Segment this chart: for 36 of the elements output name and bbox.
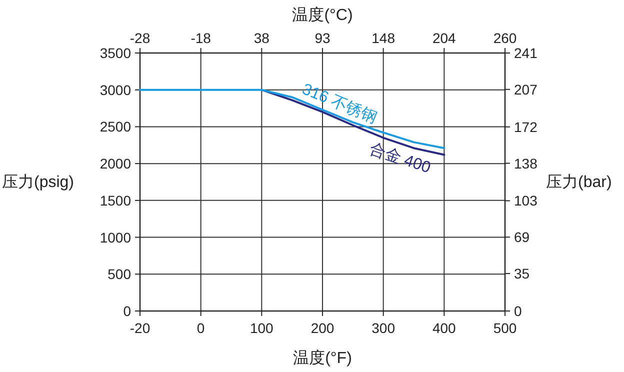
y-tick-label: 3000 [100,82,132,98]
y-tick-label: 1000 [100,229,132,246]
y-tick-label: 2500 [100,118,132,135]
y2-tick-label: 138 [514,155,538,172]
y2-tick-label: 69 [514,229,530,246]
y-tick-label: 1500 [100,192,132,208]
y2-tick-label: 241 [514,45,538,61]
x-tick-label: 0 [196,320,205,336]
x-tick-label: 200 [310,320,334,336]
y-tick-label: 0 [123,303,132,319]
x-tick-label: 100 [250,320,274,336]
x2-axis-title: 温度(°C) [292,6,353,24]
x-tick-label: 500 [493,320,517,336]
text: 93 [314,30,330,46]
y2-axis-title: 压力(bar) [546,173,612,191]
y2-tick-label: 35 [514,266,530,282]
y-tick-label: 2000 [100,156,132,172]
text: 204 [432,30,456,46]
x-axis-title: 温度(°F) [293,349,352,367]
y2-tick-label: 0 [514,303,522,319]
text: 38 [254,30,270,46]
x-tick-label: -20 [130,320,150,336]
text: -18 [190,30,212,46]
text: 合金 400 [367,140,434,177]
y-axis-title: 压力(psig) [2,173,74,191]
y2-tick-label: 207 [514,81,538,98]
text: -28 [130,30,150,46]
text: 148 [372,30,396,46]
y-tick-label: 3500 [100,45,132,61]
text: 260 [493,30,517,46]
y2-tick-label: 103 [514,192,538,209]
y2-tick-label: 172 [514,118,538,135]
x-tick-label: 300 [372,320,396,336]
text: 316 不锈钢 [300,80,380,127]
y-tick-label: 500 [108,266,132,282]
x-tick-label: 400 [432,320,456,336]
